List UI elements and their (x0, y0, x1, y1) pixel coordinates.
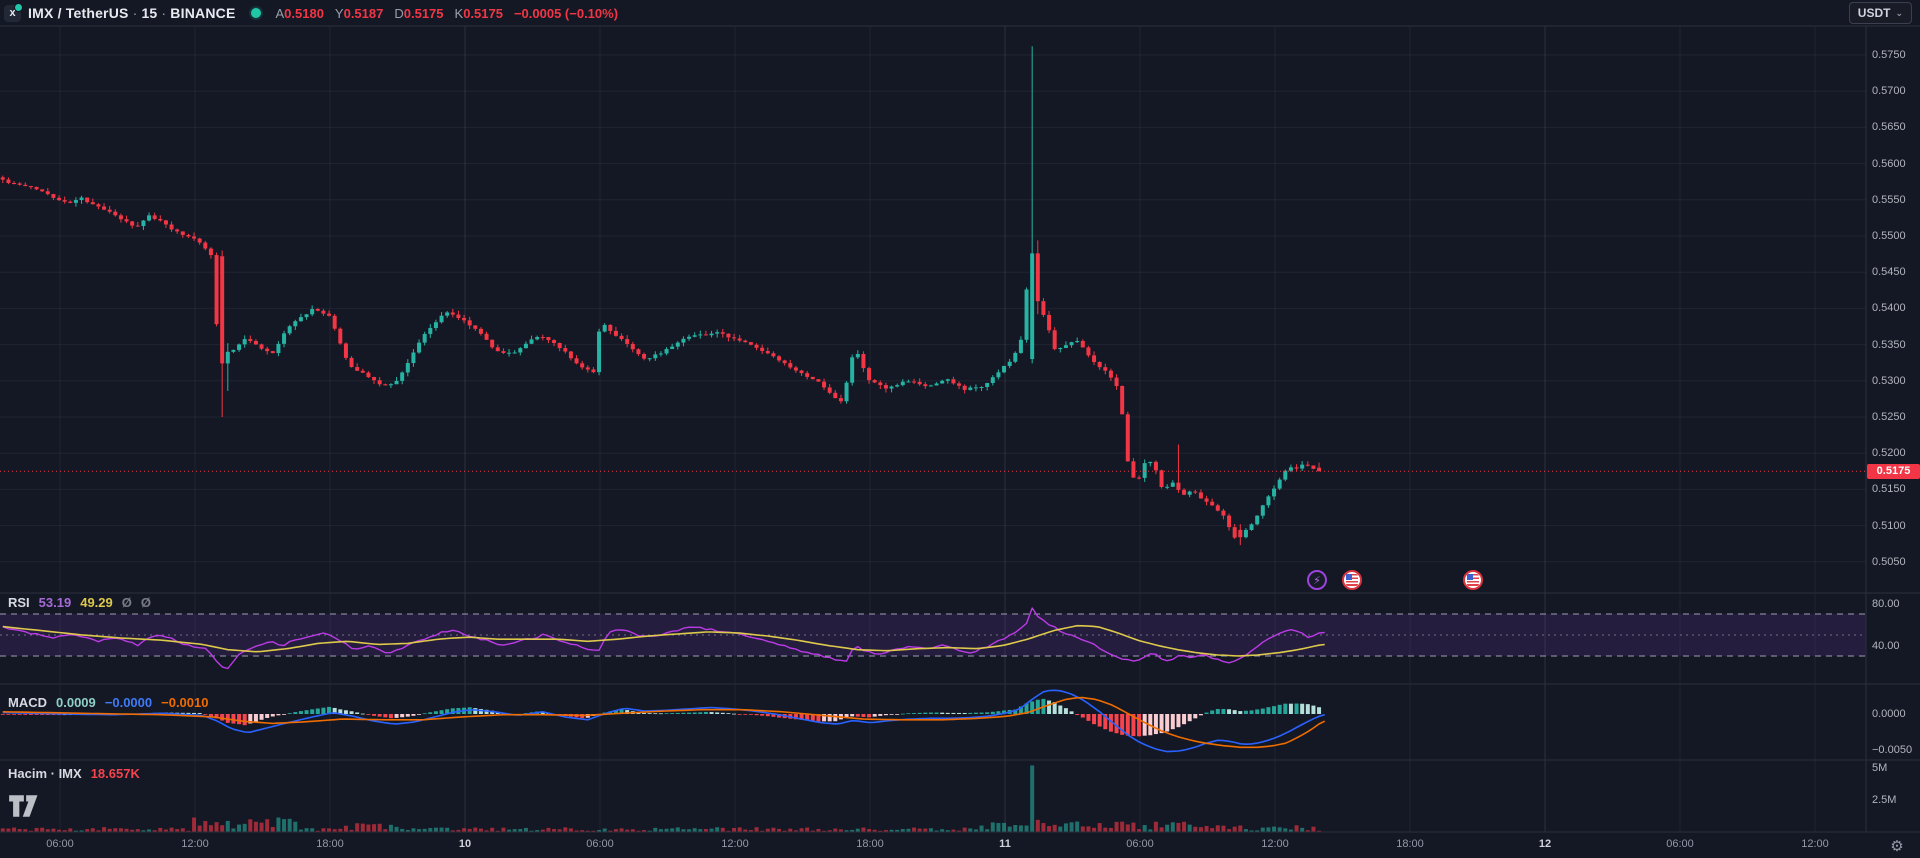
rsi-tick-label: 40.00 (1872, 639, 1900, 652)
macd-hist-value: 0.0009 (56, 695, 96, 710)
time-tick-label: 12:00 (1261, 838, 1289, 850)
logo-status-dot (14, 2, 23, 12)
interval-label: 15 (141, 5, 158, 21)
price-change: −0.0005 (−0.10%) (513, 5, 619, 21)
volume-legend[interactable]: Hacim · IMX 18.657K (8, 766, 140, 781)
time-tick-label: 18:00 (316, 838, 344, 850)
price-tick-label: 0.5450 (1872, 266, 1906, 279)
price-tick-label: 0.5300 (1872, 374, 1906, 387)
lightning-event-icon[interactable]: ⚡ (1307, 570, 1327, 590)
currency-dropdown[interactable]: USDT ⌄ (1848, 2, 1912, 24)
time-tick-label: 11 (999, 838, 1011, 850)
price-tick-label: 0.5150 (1872, 483, 1906, 496)
us-flag-event-icon[interactable] (1342, 570, 1362, 590)
price-tick-label: 0.5250 (1872, 411, 1906, 423)
rsi-value: 53.19 (38, 595, 72, 610)
time-tick-label: 12:00 (1801, 838, 1829, 850)
timezone-settings-gear-icon[interactable]: ⚙ (1890, 838, 1904, 855)
symbol-legend[interactable]: x IMX / TetherUS · 15 · BINANCE A0.5180 Y0.5… (0, 0, 1920, 26)
time-tick-label: 18:00 (1396, 838, 1424, 850)
volume-value: 18.657K (90, 766, 140, 781)
rsi-legend[interactable]: RSI 53.19 49.29 Ø Ø (8, 595, 152, 610)
time-tick-label: 06:00 (586, 838, 614, 850)
price-tick-label: 0.5750 (1872, 49, 1906, 61)
last-price-badge: 0.5175 (1867, 463, 1920, 479)
time-tick-label: 06:00 (46, 838, 74, 850)
market-status-icon[interactable] (251, 8, 262, 18)
price-tick-label: 0.5350 (1872, 338, 1906, 351)
macd-tick-label: 0.0000 (1872, 708, 1906, 720)
volume-tick-label: 5M (1872, 762, 1888, 774)
macd-value: −0.0000 (104, 695, 153, 710)
price-tick-label: 0.5200 (1872, 447, 1906, 460)
time-tick-label: 06:00 (1126, 838, 1154, 850)
us-flag-event-icon[interactable] (1463, 570, 1483, 590)
volume-tick-label: 2.5M (1872, 794, 1897, 806)
macd-tick-label: −0.0050 (1872, 744, 1913, 757)
time-tick-label: 18:00 (856, 838, 884, 850)
exchange-label: BINANCE (170, 5, 236, 21)
rsi-tick-label: 80.00 (1872, 597, 1900, 610)
chevron-down-icon: ⌄ (1895, 7, 1903, 18)
price-tick-label: 0.5100 (1872, 519, 1906, 532)
price-tick-label: 0.5500 (1872, 230, 1906, 242)
time-tick-label: 06:00 (1666, 838, 1694, 850)
ohlc-values: A0.5180 Y0.5187 D0.5175 K0.5175 (275, 5, 503, 21)
macd-legend[interactable]: MACD 0.0009 −0.0000 −0.0010 (8, 695, 209, 710)
time-tick-label: 12 (1538, 838, 1552, 850)
time-tick-label: 12:00 (721, 838, 749, 850)
price-tick-label: 0.5400 (1872, 302, 1906, 315)
price-tick-label: 0.5600 (1872, 157, 1906, 170)
macd-signal-value: −0.0010 (161, 695, 209, 710)
symbol-logo-icon: x (4, 2, 23, 22)
price-tick-label: 0.5050 (1872, 555, 1906, 568)
price-tick-label: 0.5650 (1872, 121, 1906, 134)
rsi-ma-value: 49.29 (80, 595, 113, 610)
time-tick-label: 12:00 (181, 838, 209, 850)
symbol-title[interactable]: IMX / TetherUS · 15 · BINANCE (28, 5, 236, 21)
time-tick-label: 10 (458, 838, 472, 850)
price-tick-label: 0.5550 (1872, 193, 1906, 206)
price-tick-label: 0.5700 (1872, 85, 1906, 98)
tradingview-logo (8, 794, 42, 823)
